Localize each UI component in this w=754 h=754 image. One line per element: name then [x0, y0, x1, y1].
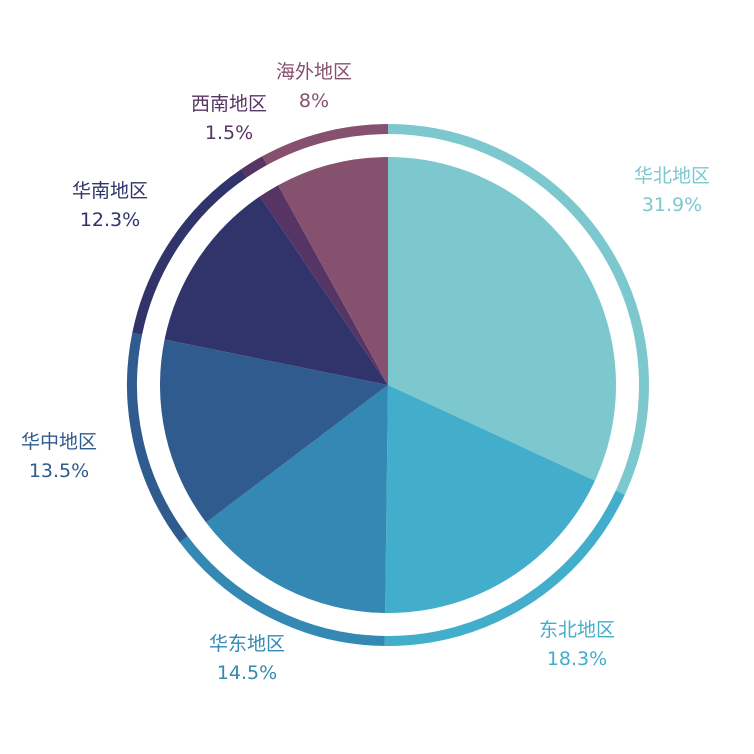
slice-value-label-5: 12.3%: [80, 209, 140, 231]
pie-slice-2: [385, 385, 595, 613]
slice-category-label-5: 华南地区: [72, 180, 148, 202]
ring-segment-1: [387, 124, 649, 495]
ring-segment-4: [127, 332, 188, 543]
ring-segment-7: [262, 124, 389, 166]
slice-value-label-6: 1.5%: [205, 122, 253, 144]
pie-slice-4: [160, 339, 388, 523]
pie-slice-3: [206, 385, 388, 613]
slice-category-label-7: 海外地区: [276, 61, 352, 83]
ring-segment-6: [241, 156, 268, 178]
pie-slice-1: [388, 157, 616, 481]
slice-category-label-2: 东北地区: [539, 619, 615, 641]
ring-segment-5: [132, 169, 247, 335]
slice-category-label-6: 西南地区: [191, 93, 267, 115]
slice-labels: 华北地区 31.9% 东北地区 18.3% 华东地区 14.5% 华中地区 13.5% 华南地区…: [21, 61, 710, 684]
slice-value-label-2: 18.3%: [547, 648, 607, 670]
slice-category-label-4: 华中地区: [21, 431, 97, 453]
slice-value-label-1: 31.9%: [642, 194, 702, 216]
pie-slice-6: [259, 185, 388, 385]
ring-segment-3: [179, 536, 385, 646]
pie-slices: [160, 157, 616, 613]
slice-category-label-3: 华东地区: [209, 633, 285, 655]
slice-category-label-1: 华北地区: [634, 165, 710, 187]
slice-value-label-3: 14.5%: [217, 662, 277, 684]
outer-ring: [127, 124, 649, 646]
pie-slice-7: [278, 157, 388, 385]
ring-segment-2: [384, 490, 625, 646]
slice-value-label-4: 13.5%: [29, 460, 89, 482]
pie-slice-5: [164, 196, 388, 385]
slice-value-label-7: 8%: [299, 90, 329, 112]
